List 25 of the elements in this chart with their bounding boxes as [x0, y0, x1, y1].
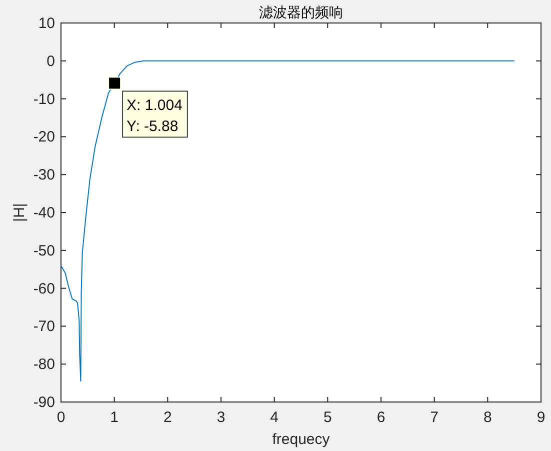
x-tick-label: 8	[483, 409, 492, 426]
y-tick-label: -70	[33, 318, 55, 336]
y-tick-label: -90	[33, 394, 55, 411]
y-tick-label: -30	[33, 166, 55, 184]
y-tick-label: -40	[33, 204, 55, 222]
x-tick-label: 1	[110, 409, 119, 426]
y-axis-title: |H|	[11, 203, 28, 222]
y-tick-label: -50	[33, 242, 55, 260]
y-tick-label: 10	[38, 15, 55, 32]
y-tick-label: -20	[33, 128, 55, 146]
x-tick-label: 3	[216, 409, 226, 426]
y-tick-label: -80	[33, 356, 55, 374]
x-tick-label: 0	[56, 409, 66, 426]
x-tick-label: 7	[430, 409, 439, 426]
chart-title: 滤波器的频响	[259, 4, 343, 20]
x-tick-label: 5	[323, 409, 332, 426]
annotation: X: 1.004 Y: -5.88	[126, 97, 182, 136]
x-tick-label: 4	[270, 409, 279, 426]
x-tick-label: 2	[163, 409, 172, 426]
y-tick-label: 0	[46, 52, 55, 70]
y-tick-label: -60	[33, 280, 55, 298]
x-axis-title: frequecy	[272, 431, 330, 448]
x-tick-label: 9	[536, 409, 546, 426]
x-tick-label: 6	[376, 409, 386, 426]
y-tick-label: -10	[33, 90, 55, 108]
